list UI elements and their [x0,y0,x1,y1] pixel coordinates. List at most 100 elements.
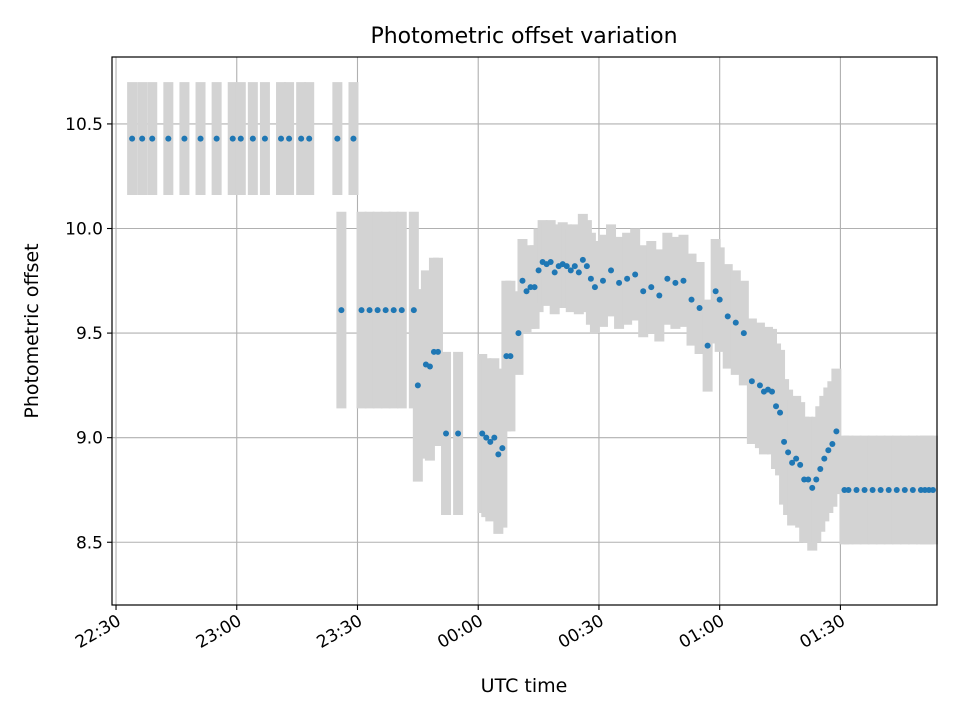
data-point [563,263,570,270]
data-point [249,135,256,142]
data-point [491,434,498,441]
y-axis-label: Photometric offset [21,243,43,418]
data-point [825,447,832,454]
data-point [487,438,494,445]
data-point [338,307,345,314]
data-point [499,445,506,452]
data-point [398,307,405,314]
data-point [382,307,389,314]
data-point [821,455,828,462]
data-point [507,353,514,360]
x-axis-label: UTC time [481,675,568,697]
data-point [648,284,655,291]
data-point [575,269,582,276]
data-point [374,307,381,314]
data-point [567,267,574,274]
data-point [845,486,852,493]
data-point [519,277,526,284]
data-point [358,307,365,314]
data-point [817,466,824,473]
data-point [664,275,671,282]
data-point [716,296,723,303]
data-point [656,292,663,299]
y-tick-label: 8.5 [76,533,103,553]
data-point [909,486,916,493]
data-point [551,269,558,276]
data-point [797,461,804,468]
data-point [809,484,816,491]
data-point [571,263,578,270]
chart-title: Photometric offset variation [370,24,677,49]
data-points [129,135,936,493]
data-point [813,476,820,483]
data-point [732,319,739,326]
data-point [829,440,836,447]
data-point [286,135,293,142]
data-point [869,486,876,493]
data-point [523,288,530,295]
data-point [688,296,695,303]
data-point [877,486,884,493]
data-point [414,382,421,389]
data-point [306,135,313,142]
data-point [616,279,623,286]
data-point [515,330,522,337]
data-point [229,135,236,142]
data-point [805,476,812,483]
data-point [712,288,719,295]
data-point [149,135,156,142]
data-point [579,256,586,263]
data-point [583,263,590,270]
data-point [756,382,763,389]
data-point [479,430,486,437]
data-point [833,428,840,435]
data-point [237,135,244,142]
data-point [298,135,305,142]
data-point [426,363,433,370]
data-point [724,313,731,320]
data-point [789,459,796,466]
data-point [434,348,441,355]
data-point [696,304,703,311]
data-point [740,330,747,337]
data-point [129,135,136,142]
data-point [777,409,784,416]
data-point [599,277,606,284]
data-point [213,135,220,142]
data-point [139,135,146,142]
data-point [624,275,631,282]
data-point [632,271,639,278]
axes-frame [111,56,938,606]
data-point [591,284,598,291]
data-point [165,135,172,142]
data-point [680,277,687,284]
y-tick-label: 10.0 [65,220,103,240]
data-point [366,307,373,314]
data-point [861,486,868,493]
data-point [748,378,755,385]
data-point [483,434,490,441]
data-point [608,267,615,274]
data-point [769,388,775,395]
data-point [278,135,285,142]
data-point [885,486,892,493]
data-point [781,438,788,445]
data-point [197,135,204,142]
data-point [704,342,711,349]
data-point [793,455,800,462]
data-point [672,279,679,286]
data-point [410,307,417,314]
data-point [390,307,397,314]
data-point [773,403,780,410]
data-point [640,288,647,295]
data-point [495,451,502,458]
y-tick-label: 9.0 [76,429,103,449]
data-point [547,258,554,265]
data-point [334,135,341,142]
data-point [535,267,542,274]
data-point [893,486,900,493]
data-point [785,449,792,456]
data-point [261,135,268,142]
data-point [181,135,188,142]
